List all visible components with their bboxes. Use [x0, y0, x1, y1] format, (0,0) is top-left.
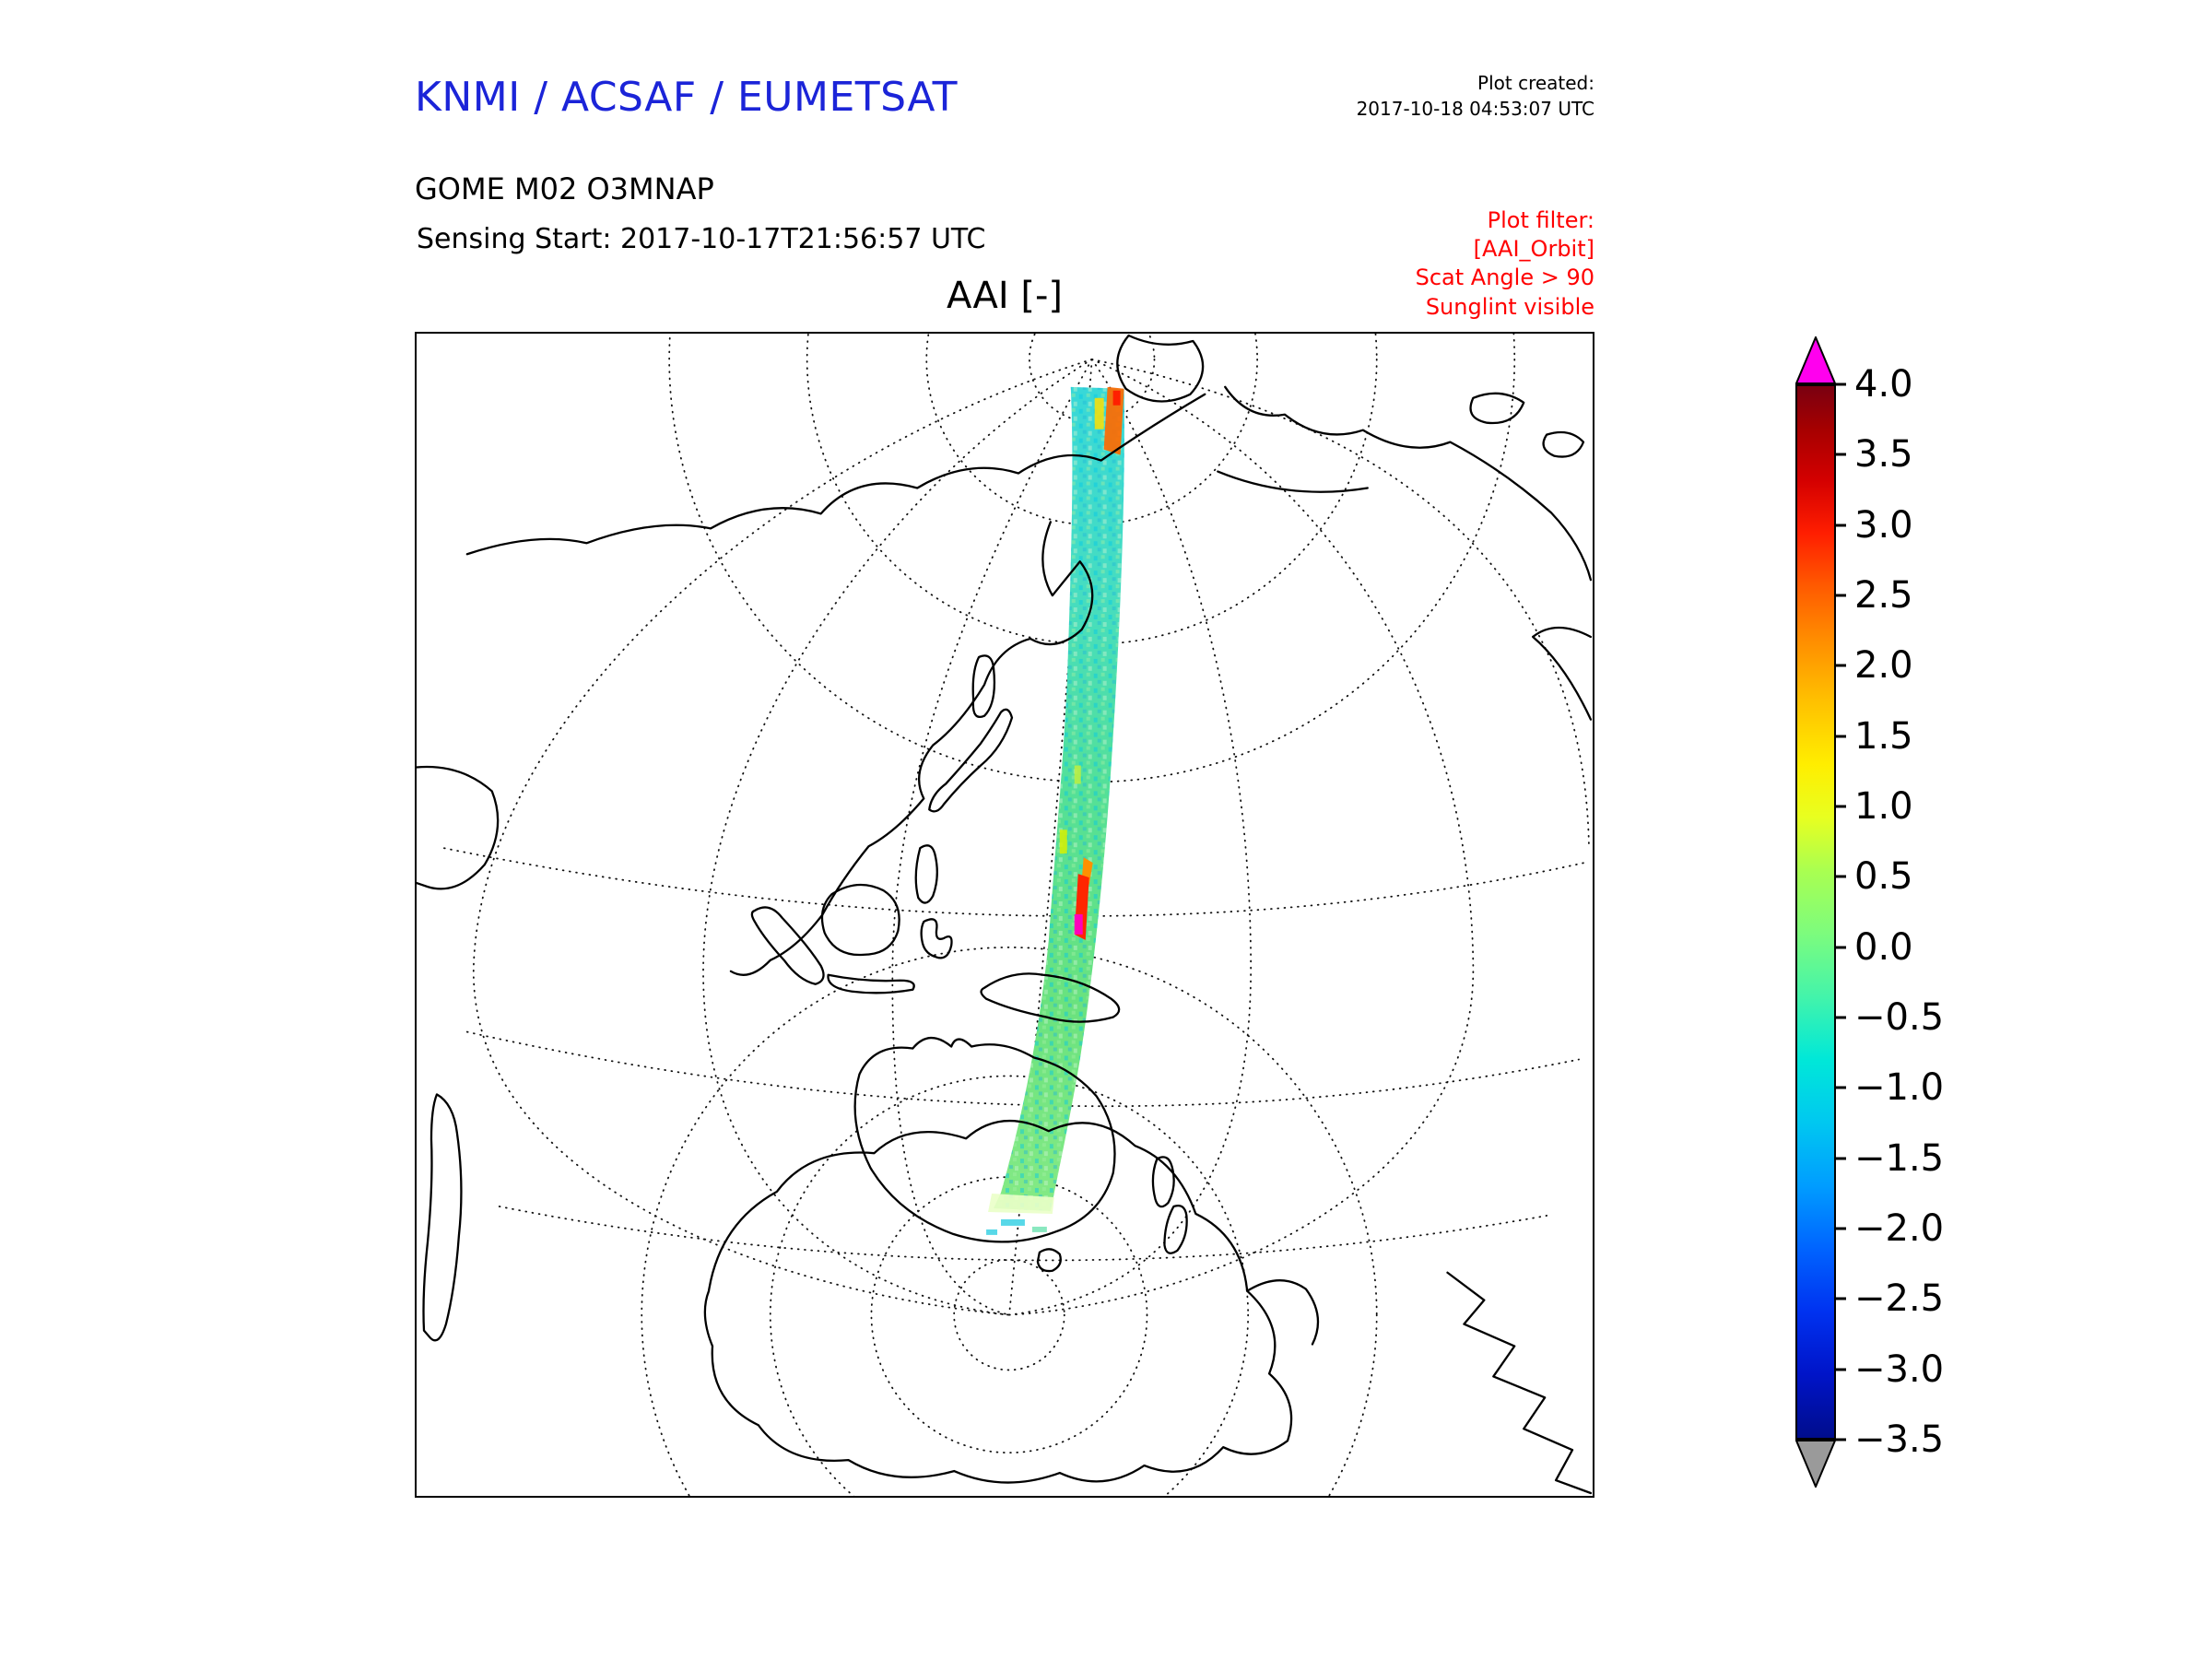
map-frame: [415, 332, 1594, 1498]
swath-anomaly-top-red: [1112, 390, 1121, 406]
colorbar-tick: [1836, 382, 1846, 386]
colorbar-tick: [1836, 875, 1846, 878]
colorbar-tick-label: −0.5: [1854, 996, 1945, 1039]
plot-filter-line: Plot filter:: [1487, 207, 1594, 233]
colorbar-tick-label: −2.0: [1854, 1207, 1945, 1250]
plot-filter-block: Plot filter: [AAI_Orbit] Scat Angle > 90 Su…: [1180, 206, 1594, 322]
swath-anomaly-magenta: [1074, 914, 1083, 935]
plot-filter-line: Sunglint visible: [1425, 293, 1594, 320]
world-map: [417, 334, 1593, 1496]
colorbar-over-arrow: [1795, 336, 1836, 384]
colorbar-tick: [1836, 1438, 1846, 1441]
graticule: [443, 334, 1590, 1496]
swath-end-band: [988, 1194, 1054, 1214]
colorbar-tick: [1836, 453, 1846, 456]
plot-created-value: 2017-10-18 04:53:07 UTC: [1356, 98, 1594, 120]
coastlines: [417, 334, 1593, 1495]
colorbar-tick: [1836, 805, 1846, 808]
colorbar-tick-label: −1.5: [1854, 1136, 1945, 1180]
colorbar: 4.0 3.5 3.0 2.5 2.0 1.5 1.0 0.5 0.0 −0.5 −1.0 −1.5 −…: [1795, 336, 2212, 1516]
swath-anomaly-top-yellow: [1094, 397, 1104, 429]
colorbar-tick: [1836, 1368, 1846, 1371]
colorbar-tick-label: 2.5: [1854, 574, 1913, 617]
colorbar-tick: [1836, 946, 1846, 949]
colorbar-gradient: [1795, 384, 1836, 1440]
colorbar-tick: [1836, 524, 1846, 527]
plot-created-block: Plot created: 2017-10-18 04:53:07 UTC: [1226, 70, 1594, 122]
colorbar-tick-label: −3.0: [1854, 1347, 1945, 1391]
colorbar-tick-label: −2.5: [1854, 1277, 1945, 1321]
colorbar-tick: [1836, 1016, 1846, 1019]
swath-end-scatter: [1001, 1218, 1025, 1226]
swath-yellow-patch: [1074, 765, 1081, 784]
colorbar-tick-label: −3.5: [1854, 1418, 1945, 1461]
colorbar-tick-label: 3.5: [1854, 433, 1913, 477]
main-title: KNMI / ACSAF / EUMETSAT: [415, 74, 958, 121]
plot-created-label: Plot created:: [1477, 72, 1594, 94]
colorbar-tick-label: −1.0: [1854, 1066, 1945, 1110]
colorbar-tick: [1836, 735, 1846, 738]
swath-yellow-patch: [1059, 830, 1067, 854]
swath-end-scatter: [1031, 1226, 1047, 1232]
colorbar-tick-label: 2.0: [1854, 644, 1913, 688]
colorbar-tick-label: 4.0: [1854, 363, 1913, 406]
sensing-start: Sensing Start: 2017-10-17T21:56:57 UTC: [417, 223, 986, 255]
colorbar-tick: [1836, 1227, 1846, 1230]
colorbar-tick-label: 3.0: [1854, 503, 1913, 547]
plot-filter-line: Scat Angle > 90: [1415, 265, 1594, 291]
plot-filter-line: [AAI_Orbit]: [1473, 236, 1594, 263]
colorbar-under-arrow: [1795, 1440, 1836, 1488]
colorbar-tick: [1836, 594, 1846, 597]
map-title: AAI [-]: [947, 275, 1063, 317]
colorbar-tick: [1836, 1297, 1846, 1300]
swath-end-scatter: [986, 1229, 998, 1235]
colorbar-tick: [1836, 664, 1846, 667]
colorbar-tick-label: 1.5: [1854, 714, 1913, 758]
colorbar-tick-label: 0.5: [1854, 855, 1913, 899]
swath-noise: [994, 386, 1124, 1211]
colorbar-tick: [1836, 1086, 1846, 1089]
product-name: GOME M02 O3MNAP: [415, 171, 714, 206]
colorbar-tick-label: 1.0: [1854, 785, 1913, 828]
colorbar-tick: [1836, 1157, 1846, 1160]
colorbar-tick-label: 0.0: [1854, 925, 1913, 969]
